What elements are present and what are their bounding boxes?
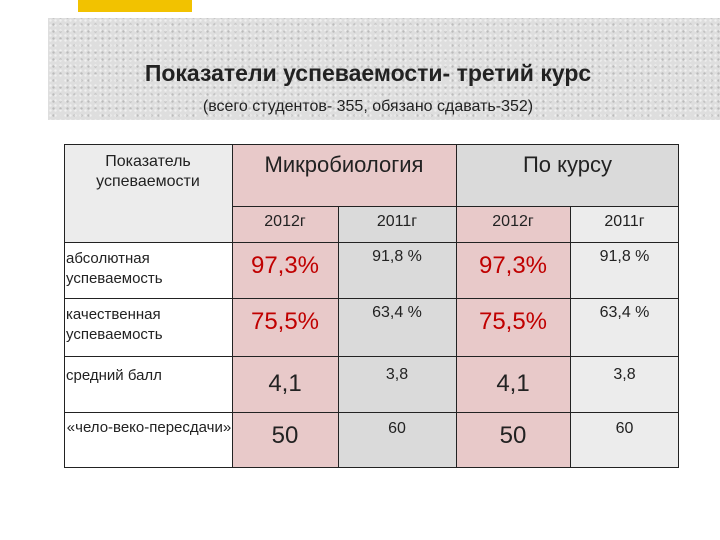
value-cell: 60 (570, 412, 679, 468)
table-border-bottom (64, 467, 679, 468)
grid-line (456, 144, 457, 468)
value-cell: 50 (232, 412, 338, 468)
grid-line (64, 412, 679, 413)
header-band (48, 18, 720, 120)
row-label: средний балл (64, 356, 232, 412)
group-label: Микробиология (264, 152, 424, 177)
value-cell: 75,5% (456, 298, 570, 356)
value-cell: 4,1 (456, 356, 570, 412)
table-border-right (678, 144, 679, 468)
value-cell: 97,3% (232, 242, 338, 298)
row-label: качественная успеваемость (64, 298, 232, 356)
value-cell: 91,8 % (570, 242, 679, 298)
value-cell: 50 (456, 412, 570, 468)
grid-line (570, 206, 571, 468)
group-header-microbiology: Микробиология (232, 144, 456, 206)
table-border-left (64, 144, 65, 468)
row-label: абсолютная успеваемость (64, 242, 232, 298)
year-header: 2012г (232, 206, 338, 242)
value-cell: 63,4 % (570, 298, 679, 356)
value-cell: 3,8 (570, 356, 679, 412)
group-label: По курсу (522, 152, 613, 177)
row-label: «чело-веко-пересдачи» (64, 412, 232, 468)
value-cell: 3,8 (338, 356, 456, 412)
page-subtitle: (всего студентов- 355, обязано сдавать-3… (202, 98, 534, 115)
grid-line (64, 298, 679, 299)
corner-header-cell: Показатель успеваемости (64, 144, 232, 242)
value-cell: 4,1 (232, 356, 338, 412)
corner-label: Показатель успеваемости (96, 153, 200, 190)
year-header: 2011г (570, 206, 679, 242)
value-cell: 75,5% (232, 298, 338, 356)
grid-line (232, 206, 679, 207)
grid-line (232, 144, 233, 468)
grid-line (64, 356, 679, 357)
year-header: 2011г (338, 206, 456, 242)
value-cell: 63,4 % (338, 298, 456, 356)
value-cell: 91,8 % (338, 242, 456, 298)
value-cell: 97,3% (456, 242, 570, 298)
year-header: 2012г (456, 206, 570, 242)
performance-table: Показатель успеваемости Микробиология По… (64, 144, 679, 468)
accent-bar (78, 0, 192, 12)
value-cell: 60 (338, 412, 456, 468)
page-title: Показатели успеваемости- третий курс (144, 60, 592, 86)
table-border-top (64, 144, 679, 145)
grid-line (64, 242, 679, 243)
group-header-course: По курсу (456, 144, 679, 206)
grid-line (338, 206, 339, 468)
